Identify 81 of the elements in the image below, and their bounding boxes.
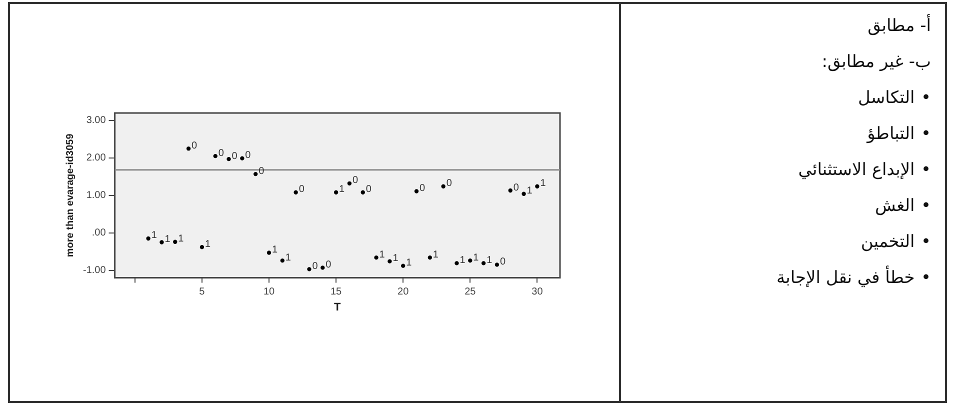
y-tick-label: .00 bbox=[92, 228, 106, 239]
text: • خطأ في نقل الإجابة bbox=[775, 264, 931, 290]
text: 1 bbox=[486, 254, 492, 266]
text: 0 bbox=[218, 148, 224, 159]
point bbox=[481, 261, 486, 266]
point bbox=[494, 262, 500, 267]
point bbox=[294, 190, 298, 195]
point bbox=[454, 261, 459, 266]
point bbox=[374, 255, 378, 260]
text: 1 bbox=[460, 254, 466, 266]
text: 1 bbox=[379, 249, 385, 260]
y-tick-label: -1.00 bbox=[82, 265, 106, 276]
text: 1 bbox=[406, 258, 412, 269]
point bbox=[468, 258, 472, 263]
text: 0 bbox=[232, 150, 238, 162]
series-label: 1 bbox=[164, 234, 171, 245]
text: 0 bbox=[366, 184, 372, 196]
x-tick-label: 30 bbox=[532, 286, 544, 298]
text: 1 bbox=[540, 178, 546, 190]
point bbox=[226, 156, 231, 162]
text: • الغش bbox=[874, 195, 931, 218]
text: ب- غير مطابق: bbox=[820, 51, 931, 74]
text: • التكاسل bbox=[857, 87, 931, 110]
text: 0 bbox=[446, 178, 452, 190]
x-tick-label: 10 bbox=[263, 286, 276, 298]
point bbox=[522, 192, 526, 196]
point bbox=[320, 266, 325, 270]
point bbox=[535, 184, 540, 189]
x-tick-label: 25 bbox=[464, 286, 476, 298]
text: 0 bbox=[312, 260, 318, 272]
x-tick-label: 5 bbox=[199, 286, 206, 298]
point bbox=[280, 258, 285, 263]
x-tick-label: 20 bbox=[398, 286, 410, 298]
text: 1 bbox=[526, 186, 532, 197]
point bbox=[428, 255, 432, 260]
point bbox=[401, 264, 406, 268]
text: 1 bbox=[473, 252, 479, 264]
text: أ- مطابق bbox=[866, 13, 931, 38]
point bbox=[388, 259, 392, 264]
text: 1 bbox=[392, 253, 398, 264]
point bbox=[160, 240, 164, 244]
text: 0 bbox=[420, 183, 426, 194]
point bbox=[347, 181, 352, 186]
text: 1 bbox=[178, 234, 184, 245]
x-tick-label: 15 bbox=[330, 286, 342, 298]
point bbox=[240, 156, 244, 160]
y-tick-label: 1.00 bbox=[86, 190, 106, 202]
point bbox=[334, 190, 338, 195]
text: 1 bbox=[432, 249, 438, 260]
text: 1 bbox=[339, 184, 345, 196]
point bbox=[253, 172, 258, 176]
text: 1 bbox=[272, 244, 278, 256]
text: • التباطؤ bbox=[865, 123, 931, 146]
text: 0 bbox=[258, 166, 264, 177]
y-axis-title: more than evarage-id3059 bbox=[64, 133, 76, 258]
text: 0 bbox=[245, 150, 251, 162]
x-axis-title: T bbox=[334, 301, 342, 314]
text: 1 bbox=[204, 238, 211, 250]
point bbox=[307, 267, 312, 272]
point bbox=[441, 184, 446, 189]
text: 1 bbox=[151, 230, 157, 242]
point bbox=[200, 244, 204, 250]
text: 0 bbox=[352, 175, 358, 186]
series-label: 0 bbox=[192, 140, 198, 152]
text: 0 bbox=[326, 259, 332, 270]
text: 1 bbox=[285, 252, 291, 264]
point bbox=[146, 236, 150, 241]
y-tick-label: 2.00 bbox=[86, 152, 106, 164]
point bbox=[360, 190, 365, 195]
point bbox=[508, 188, 512, 193]
text: 0 bbox=[513, 182, 519, 194]
point bbox=[186, 146, 191, 151]
point bbox=[414, 189, 419, 194]
y-tick-label: 3.00 bbox=[86, 115, 106, 126]
text: 0 bbox=[298, 184, 304, 196]
text: • التخمين bbox=[860, 231, 931, 254]
point bbox=[266, 250, 272, 255]
point bbox=[213, 154, 218, 158]
point bbox=[173, 240, 178, 244]
text: • الإبداع الاستثنائي bbox=[797, 159, 931, 182]
text: 0 bbox=[500, 256, 506, 268]
